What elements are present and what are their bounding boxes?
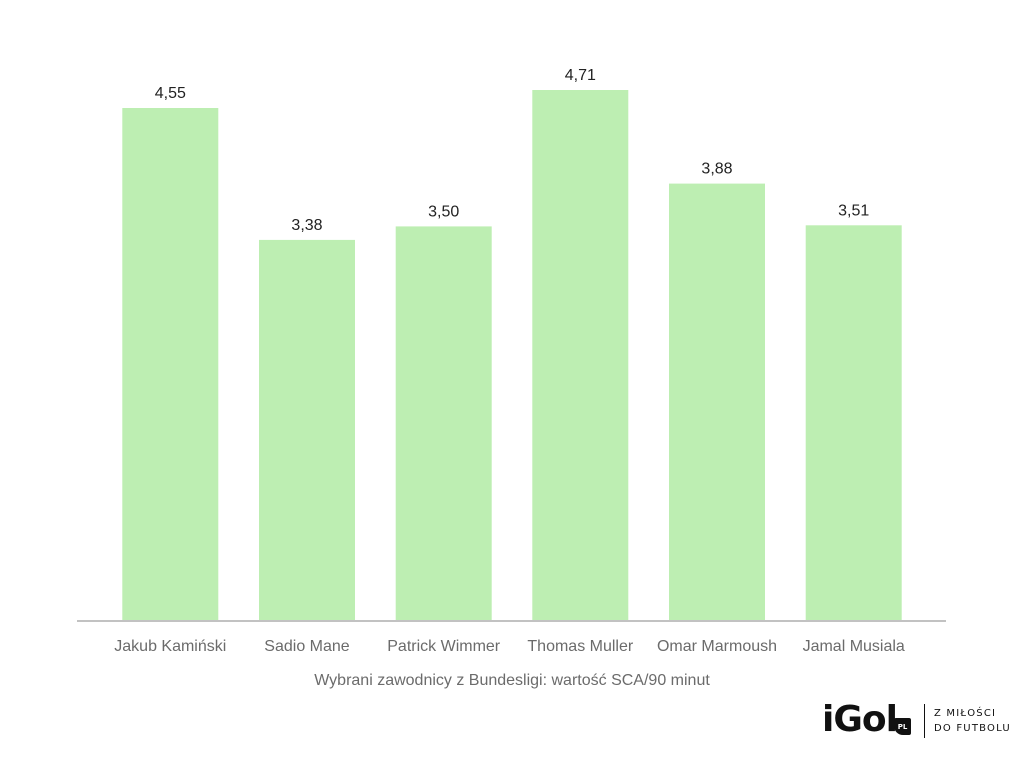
bar-value-label: 3,50	[428, 203, 459, 220]
value-labels-group: 4,55 3,38 3,50 4,71 3,88 3,51	[155, 67, 870, 234]
bar-value-label: 3,88	[701, 161, 732, 178]
category-label: Patrick Wimmer	[387, 638, 501, 655]
igol-logo: iGol PL Z MIŁOŚCI DO FUTBOLU	[822, 699, 1010, 740]
bar-value-label: 3,38	[291, 217, 322, 234]
bar	[395, 226, 492, 621]
logo-tagline-line1: Z MIŁOŚCI	[934, 708, 997, 719]
category-label: Jamal Musiala	[803, 638, 905, 655]
category-labels-group: Jakub Kamiński Sadio Mane Patrick Wimmer Th…	[114, 638, 905, 655]
bar-value-label: 4,71	[565, 67, 596, 84]
logo-tagline-line2: DO FUTBOLU	[934, 723, 1011, 734]
category-label: Jakub Kamiński	[114, 638, 226, 655]
bar	[669, 183, 765, 621]
bar-value-label: 3,51	[838, 202, 869, 219]
logo-tagline: Z MIŁOŚCI DO FUTBOLU	[934, 706, 1011, 736]
logo-badge: PL	[894, 718, 911, 735]
bar-value-label: 4,55	[155, 85, 186, 102]
bar	[259, 239, 355, 621]
bar	[805, 225, 902, 622]
bar	[122, 108, 219, 621]
x-axis-title: Wybrani zawodnicy z Bundesligi: wartość …	[314, 672, 710, 689]
logo-divider	[924, 704, 925, 738]
bar	[532, 90, 629, 621]
category-label: Thomas Muller	[527, 638, 633, 655]
category-label: Omar Marmoush	[657, 638, 777, 655]
bars-group	[122, 90, 902, 622]
logo-mark: iGol	[822, 699, 898, 740]
category-label: Sadio Mane	[264, 638, 349, 655]
